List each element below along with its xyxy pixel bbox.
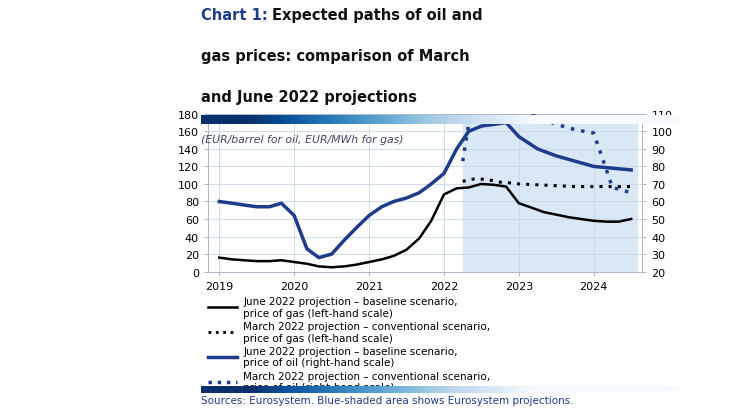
Text: (EUR/barrel for oil, EUR/MWh for gas): (EUR/barrel for oil, EUR/MWh for gas) bbox=[201, 135, 403, 145]
Text: Expected paths of oil and: Expected paths of oil and bbox=[272, 8, 483, 23]
Bar bbox=[463, 115, 637, 272]
Text: Chart 1:: Chart 1: bbox=[201, 8, 267, 23]
Text: gas prices: comparison of March: gas prices: comparison of March bbox=[201, 49, 469, 64]
Text: Sources: Eurosystem. Blue-shaded area shows Eurosystem projections.: Sources: Eurosystem. Blue-shaded area sh… bbox=[201, 396, 573, 405]
Text: and June 2022 projections: and June 2022 projections bbox=[201, 90, 417, 105]
Legend: June 2022 projection – baseline scenario,
price of gas (left-hand scale), March : June 2022 projection – baseline scenario… bbox=[204, 292, 495, 396]
